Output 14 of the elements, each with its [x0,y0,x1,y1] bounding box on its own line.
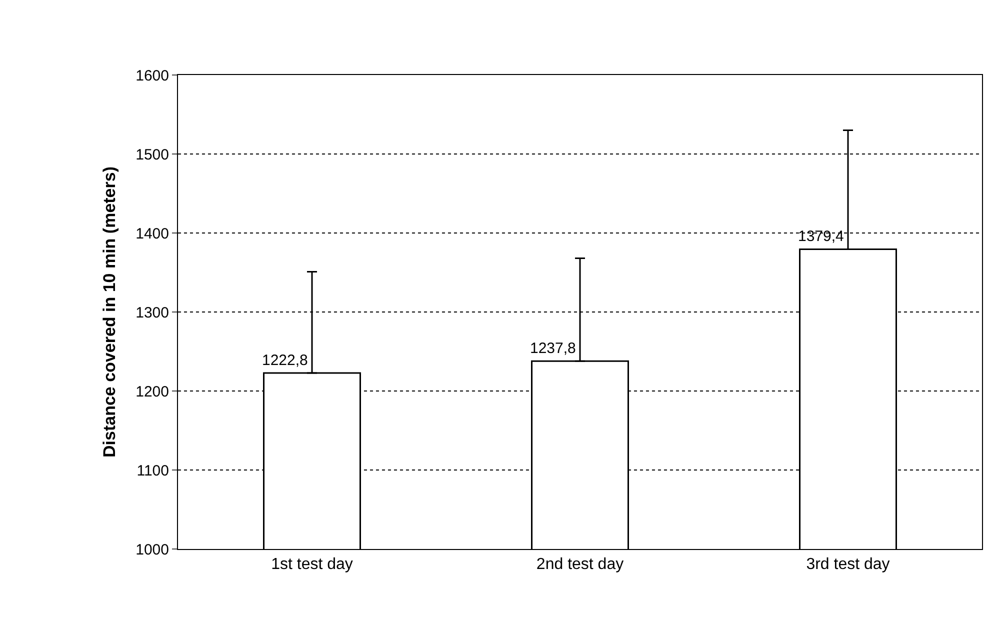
y-tick-label: 1500 [136,146,169,164]
x-tick-label: 1st test day [271,556,353,574]
data-label: 1222,8 [262,352,308,369]
y-tick-label: 1600 [136,67,169,84]
x-tick-label: 3rd test day [806,556,890,574]
y-tick-label: 1000 [136,541,169,558]
data-label: 1379,4 [798,228,844,245]
y-tick-label: 1100 [136,462,169,480]
x-tick-label: 2nd test day [536,556,624,574]
y-axis-title: Distance covered in 10 min (meters) [100,166,120,458]
data-label: 1237,8 [530,340,576,357]
y-tick-label: 1200 [136,383,169,400]
y-tick-label: 1300 [136,304,169,322]
y-tick-label: 1400 [136,225,169,242]
